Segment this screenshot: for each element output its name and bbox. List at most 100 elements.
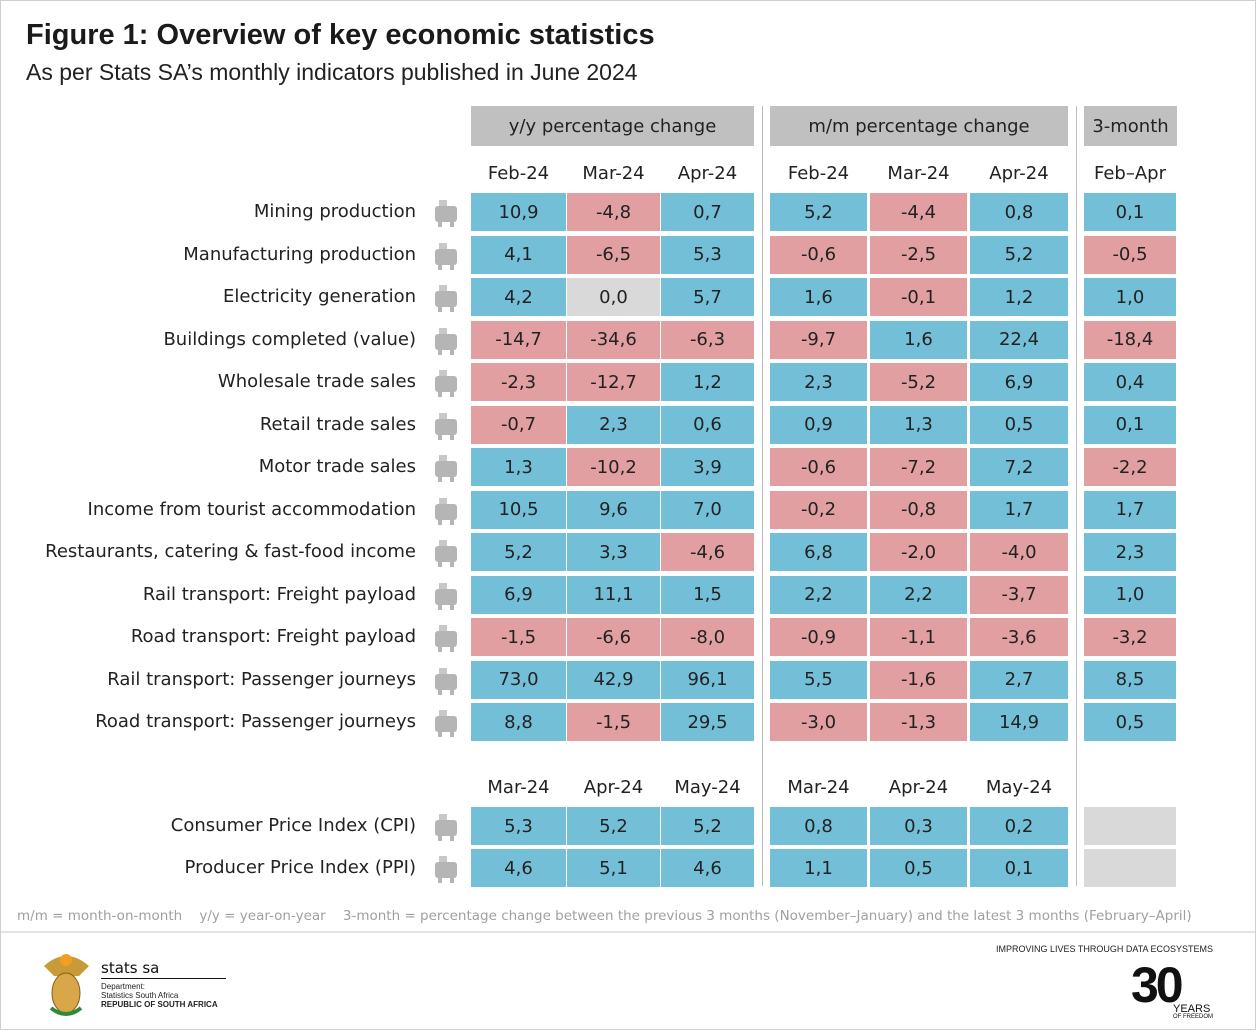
figure-title: Figure 1: Overview of key economic stati…: [26, 19, 655, 51]
table-cell: -2,0: [870, 533, 967, 571]
table-cell: -1,5: [567, 703, 660, 741]
table-cell: 0,1: [1084, 193, 1176, 231]
row-label: Rail transport: Passenger journeys: [107, 668, 416, 690]
table-cell: 3,3: [567, 533, 660, 571]
table-cell: 5,2: [567, 807, 660, 845]
table-cell: 1,6: [870, 320, 967, 359]
table-cell: -3,7: [970, 575, 1068, 614]
table-cell: 8,8: [471, 703, 566, 741]
table-cell: 7,2: [970, 448, 1068, 486]
dept-label: Department:: [101, 982, 146, 991]
table-cell: 2,2: [870, 575, 967, 614]
row-label: Road transport: Passenger journeys: [95, 711, 416, 732]
table-cell: 10,9: [471, 193, 566, 231]
table-cell: 1,1: [770, 849, 867, 887]
table-cell: -0,6: [770, 235, 867, 274]
divider: [762, 106, 763, 886]
row-label: Electricity generation: [222, 286, 416, 307]
bed-icon: [435, 497, 457, 525]
table-cell: -4,6: [661, 533, 754, 571]
table-cell: 11,1: [567, 575, 660, 614]
table-cell: -0,6: [770, 448, 867, 486]
table-cell: -6,3: [661, 320, 754, 359]
header-3month: 3-month: [1084, 106, 1177, 146]
column-header-month: Feb–Apr: [1093, 163, 1166, 184]
table-cell: -12,7: [567, 363, 660, 401]
row-label: Motor trade sales: [258, 456, 416, 477]
table-cell: 5,2: [471, 533, 566, 571]
table-cell: -34,6: [567, 320, 660, 359]
table-cell: -6,6: [567, 618, 660, 656]
table-cell: 0,0: [567, 278, 660, 316]
table-cell: 4,2: [471, 278, 566, 316]
table-cell: 5,7: [661, 278, 754, 316]
table-cell: 73,0: [471, 660, 566, 699]
row-label: Producer Price Index (PPI): [184, 857, 416, 878]
table-cell: 0,9: [770, 405, 867, 444]
table-cell: -5,2: [870, 363, 967, 401]
coat-of-arms-logo: [44, 954, 89, 1016]
footnote: m/m = month-on-month y/y = year-on-year …: [17, 908, 1192, 924]
table-cell: 96,1: [661, 660, 754, 699]
table-cell: -2,5: [870, 235, 967, 274]
table-cell: 4,6: [661, 849, 754, 887]
table-cell: -1,3: [870, 703, 967, 741]
column-header-month: Mar-24: [582, 163, 645, 184]
row-label: Wholesale trade sales: [217, 371, 416, 392]
bus-icon: [435, 710, 457, 737]
table-cell: 5,2: [661, 807, 754, 845]
table-cell: -10,2: [567, 448, 660, 486]
table-cell: 5,3: [471, 807, 566, 845]
row-label: Mining production: [253, 201, 416, 222]
table-cell: 1,7: [1084, 490, 1176, 529]
table-cell: 6,8: [770, 533, 867, 571]
table-cell: 0,7: [661, 193, 754, 231]
gear-icon: [435, 856, 457, 883]
table-cell: 29,5: [661, 703, 754, 741]
table-cell: -3,2: [1084, 618, 1176, 656]
table-cell: -4,0: [970, 533, 1068, 571]
table-cell: 0,8: [770, 807, 867, 845]
table-cell: -0,8: [870, 490, 967, 529]
table-cell: 7,0: [661, 490, 754, 529]
table-cell: 0,5: [970, 405, 1068, 444]
column-header-month: Apr-24: [888, 777, 949, 798]
table-cell: 0,1: [970, 849, 1068, 887]
years-label: YEARS: [1173, 1003, 1211, 1015]
table-cell: 1,2: [661, 363, 754, 401]
table-cell: -4,8: [567, 193, 660, 231]
miner-icon: [435, 200, 457, 227]
car-icon: [435, 455, 457, 482]
table-cell: 2,2: [770, 575, 867, 614]
table-cell: -18,4: [1084, 320, 1176, 359]
table-cell: 2,3: [1084, 533, 1176, 571]
row-label: Retail trade sales: [259, 413, 416, 435]
table-cell: [1084, 807, 1176, 845]
table-cell: 8,5: [1084, 660, 1176, 699]
table-cell: 0,5: [870, 849, 967, 887]
factory-icon: [435, 242, 457, 270]
table-cell: 0,3: [870, 807, 967, 845]
table-cell: 42,9: [567, 660, 660, 699]
table-cell: 1,3: [870, 405, 967, 444]
table-cell: -1,1: [870, 618, 967, 656]
table-cell: 5,1: [567, 849, 660, 887]
table-cell: 9,6: [567, 490, 660, 529]
table-cell: 10,5: [471, 490, 566, 529]
table-cell: -8,0: [661, 618, 754, 656]
table-cell: -1,5: [471, 618, 566, 656]
table-cell: 1,7: [970, 490, 1068, 529]
freight-train-icon: [435, 582, 457, 610]
trolley-icon: [435, 370, 457, 397]
table-cell: 2,3: [567, 405, 660, 444]
table-cell: 1,2: [970, 278, 1068, 316]
footer-divider: [1, 931, 1255, 933]
passenger-train-icon: [435, 667, 457, 695]
table-cell: 0,2: [970, 807, 1068, 845]
table-cell: -0,7: [471, 405, 566, 444]
dept-name: Statistics South Africa: [101, 991, 179, 1000]
power-plant-icon: [435, 285, 457, 312]
row-label: Restaurants, catering & fast-food income: [45, 541, 416, 562]
table-cell: 1,0: [1084, 278, 1176, 316]
